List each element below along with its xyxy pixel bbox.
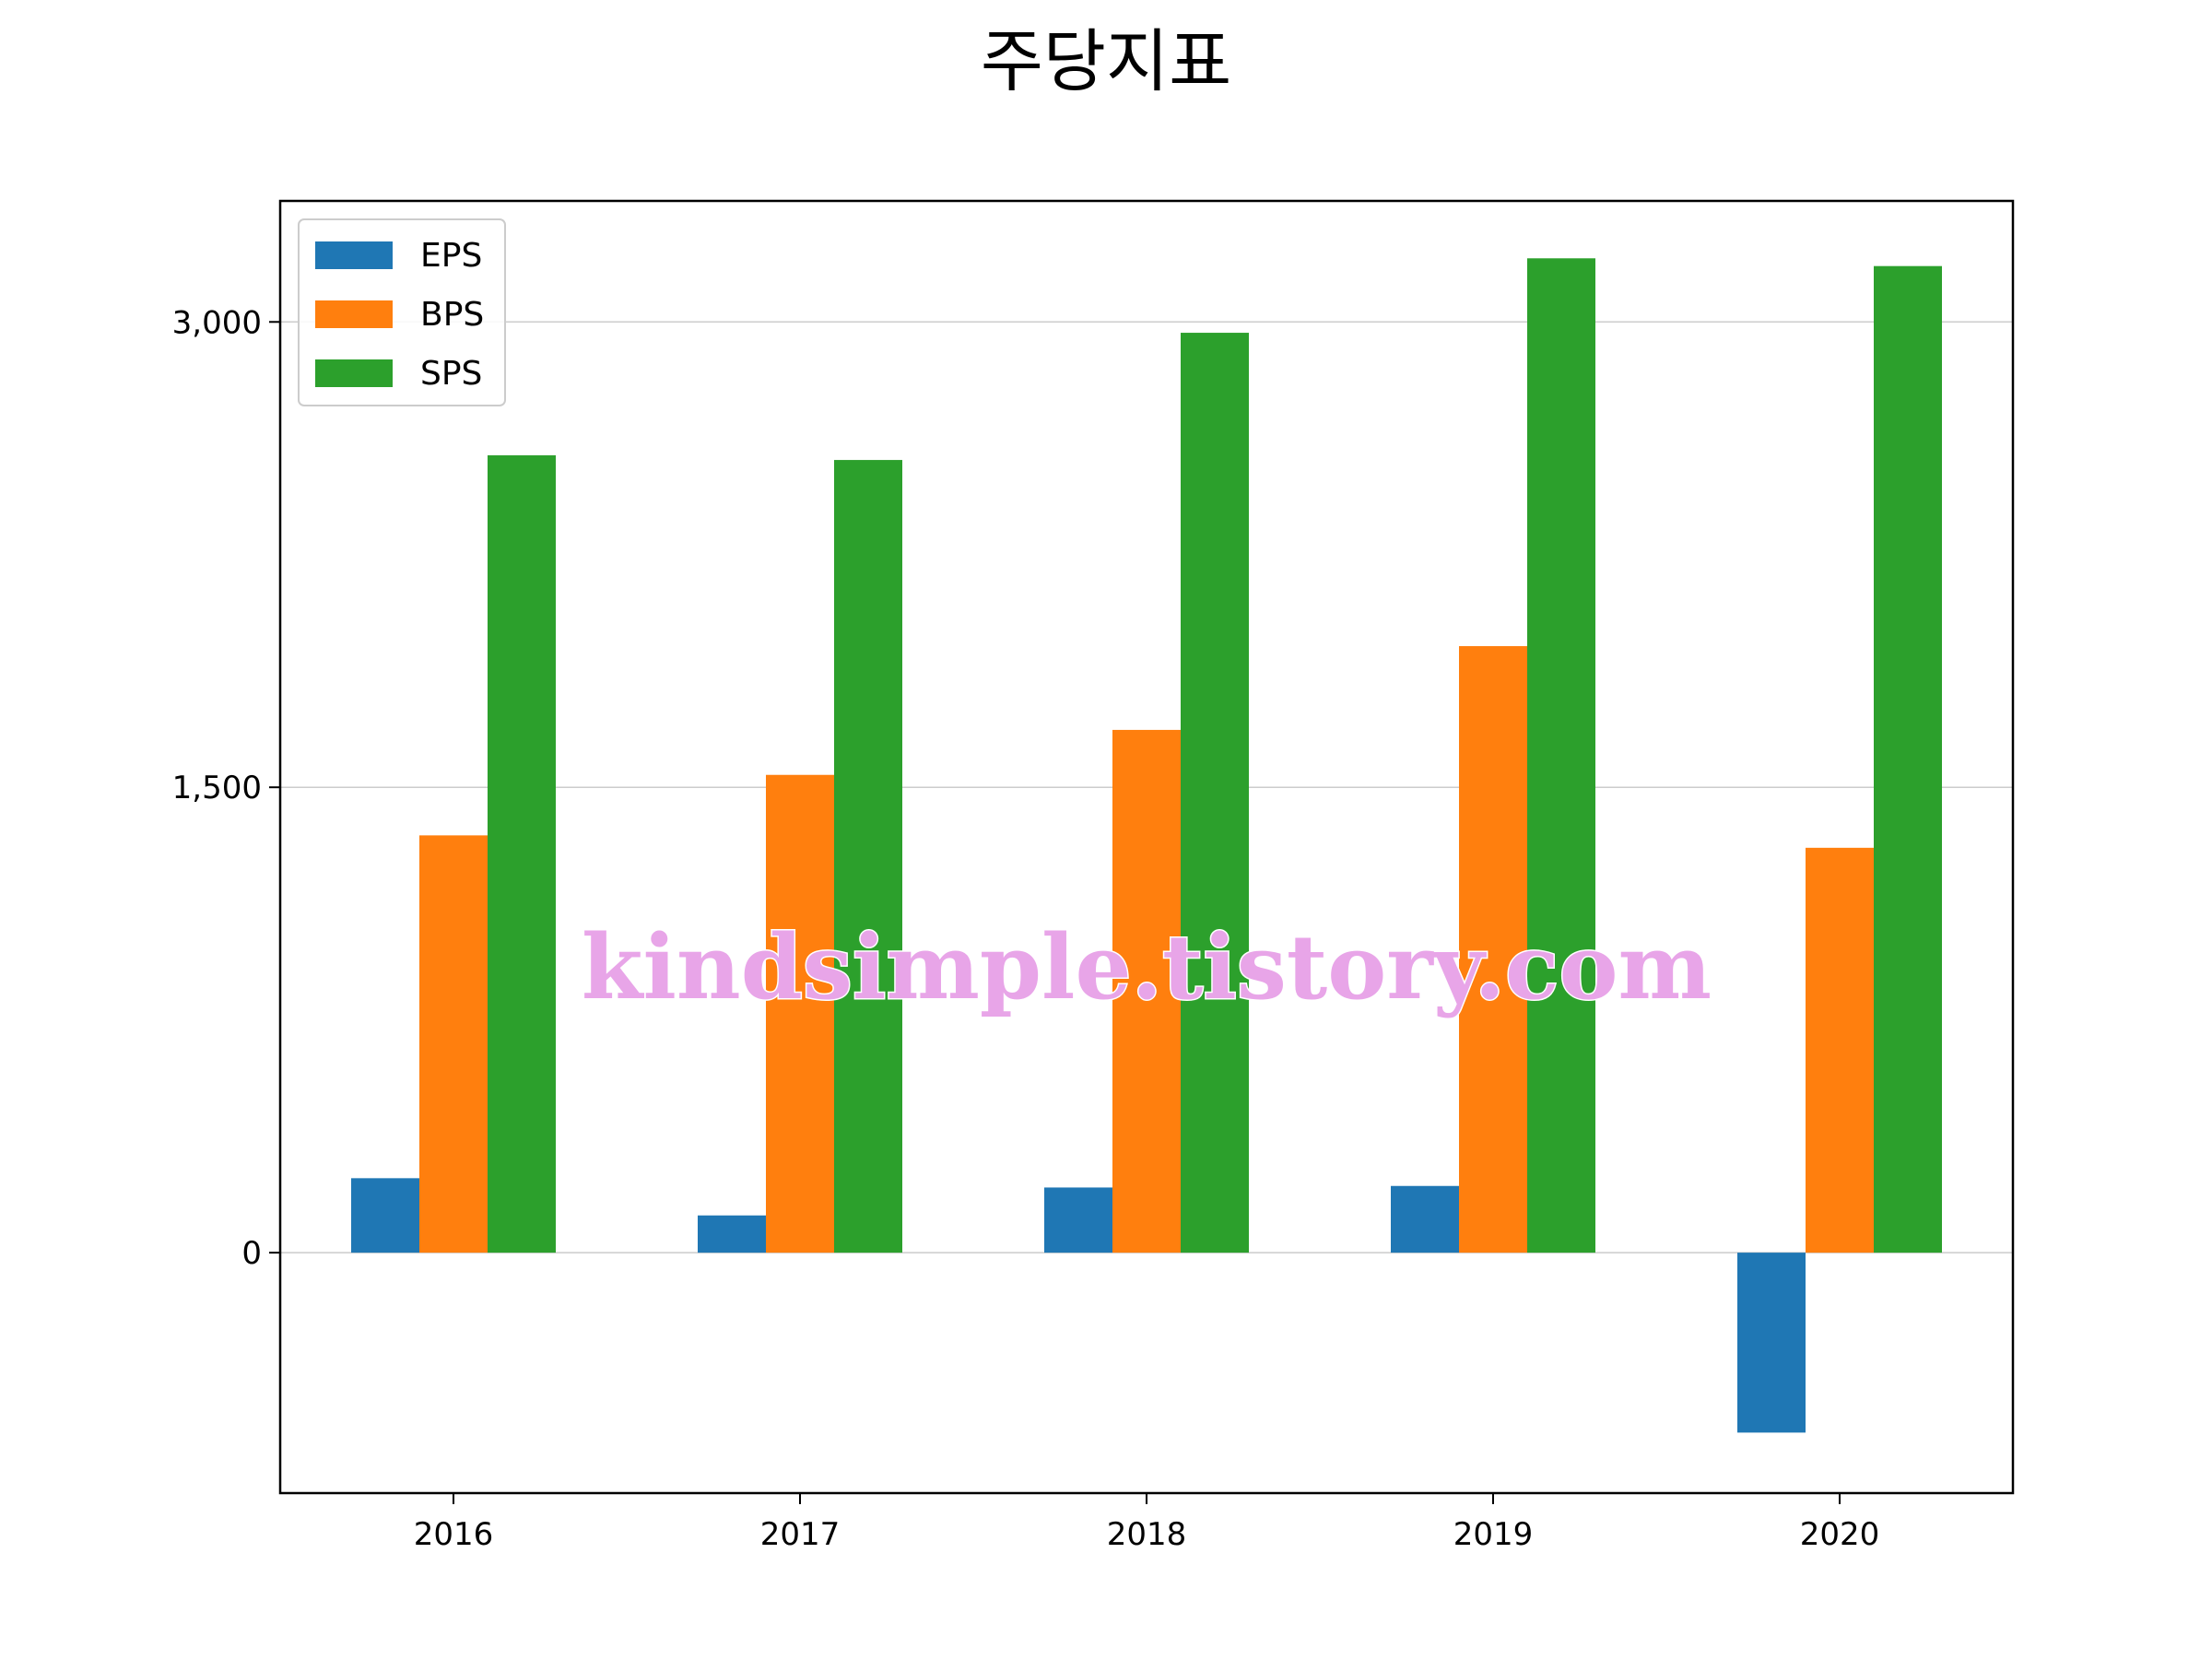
y-tick-label: 0: [241, 1235, 262, 1272]
bar-eps-2018: [1044, 1187, 1112, 1253]
bar-sps-2016: [488, 455, 556, 1253]
bar-sps-2017: [834, 460, 902, 1253]
bar-sps-2020: [1874, 265, 1942, 1253]
legend-swatch-bps: [315, 300, 393, 328]
legend: EPS BPS SPS: [298, 218, 506, 406]
x-tick-label: 2020: [1800, 1516, 1880, 1553]
legend-swatch-sps: [315, 359, 393, 387]
legend-label-eps: EPS: [420, 237, 482, 275]
bar-sps-2018: [1181, 333, 1249, 1253]
bar-eps-2019: [1391, 1185, 1459, 1253]
watermark-text: kindsimple.tistory.com: [582, 915, 1712, 1019]
bar-bps-2016: [419, 835, 488, 1253]
legend-label-bps: BPS: [420, 296, 484, 334]
bar-bps-2020: [1806, 847, 1874, 1253]
y-tick-label: 1,500: [172, 770, 262, 806]
legend-swatch-eps: [315, 241, 393, 269]
ticks: 0 1,500 3,000 2016 2017 2018 2019 2020: [172, 304, 1880, 1553]
bar-eps-2017: [698, 1215, 766, 1253]
x-tick-label: 2018: [1107, 1516, 1187, 1553]
bars: [351, 258, 1942, 1433]
x-tick-label: 2016: [414, 1516, 494, 1553]
bar-bps-2017: [766, 774, 834, 1253]
bar-bps-2019: [1459, 646, 1527, 1253]
bar-eps-2020: [1737, 1253, 1806, 1433]
chart-title: 주당지표: [981, 22, 1231, 101]
x-tick-label: 2019: [1453, 1516, 1534, 1553]
y-tick-label: 3,000: [172, 304, 262, 341]
bar-bps-2018: [1112, 729, 1181, 1253]
bar-sps-2019: [1527, 258, 1595, 1253]
legend-label-sps: SPS: [420, 355, 482, 393]
x-tick-label: 2017: [760, 1516, 841, 1553]
bar-eps-2016: [351, 1178, 419, 1253]
